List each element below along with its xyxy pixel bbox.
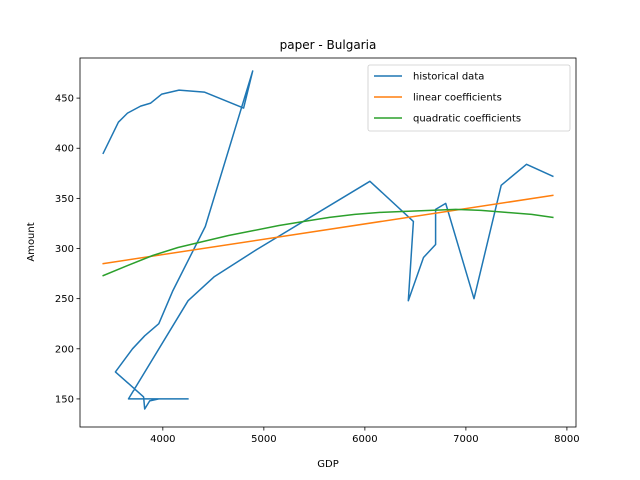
y-tick-label: 200 — [55, 344, 74, 355]
series-line-quadratic-coefficients — [102, 208, 554, 277]
x-axis-label: GDP — [317, 459, 338, 470]
legend-label: linear coefficients — [413, 93, 502, 104]
legend-label: quadratic coefficients — [413, 114, 521, 125]
y-tick-label: 400 — [55, 144, 74, 155]
legend: historical data linear coefficients quadra… — [367, 64, 571, 132]
series-line-historical-data — [102, 70, 554, 410]
chart-title: paper - Bulgaria — [280, 38, 377, 52]
series-line-linear-coefficients — [102, 194, 554, 265]
y-axis-label: Amount — [26, 222, 37, 261]
plot-area — [102, 70, 554, 410]
y-tick-label: 150 — [55, 394, 74, 405]
legend-label: historical data — [413, 72, 484, 83]
legend-box — [367, 64, 571, 132]
x-tick-label: 6000 — [352, 434, 377, 445]
x-axis: 4000 5000 6000 7000 8000 — [150, 427, 580, 445]
y-tick-label: 250 — [55, 294, 74, 305]
y-axis: 150 200 250 300 350 400 450 — [55, 94, 80, 405]
y-tick-label: 450 — [55, 94, 74, 105]
y-tick-label: 350 — [55, 194, 74, 205]
x-tick-label: 5000 — [251, 434, 276, 445]
y-tick-label: 300 — [55, 244, 74, 255]
plot-frame — [79, 57, 577, 428]
x-tick-label: 7000 — [453, 434, 478, 445]
x-tick-label: 8000 — [554, 434, 579, 445]
x-tick-label: 4000 — [150, 434, 175, 445]
